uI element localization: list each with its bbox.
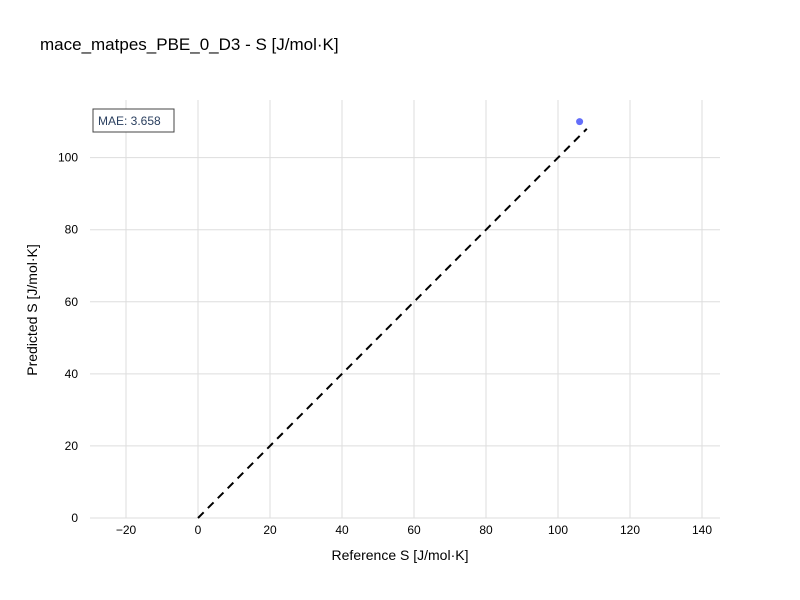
y-tick-label: 20: [65, 439, 79, 453]
mae-annotation: MAE: 3.658: [98, 114, 161, 128]
x-tick-label: 20: [263, 523, 277, 537]
x-axis-title: Reference S [J/mol·K]: [332, 547, 469, 563]
y-tick-label: 80: [65, 223, 79, 237]
x-tick-label: 0: [195, 523, 202, 537]
chart-title: mace_matpes_PBE_0_D3 - S [J/mol·K]: [40, 35, 339, 54]
data-points: [576, 118, 584, 126]
y-tick-labels: 0 20 40 60 80 100: [58, 151, 78, 525]
x-tick-label: 140: [692, 523, 712, 537]
grid: [90, 100, 720, 519]
y-tick-label: 40: [65, 367, 79, 381]
y-axis-title: Predicted S [J/mol·K]: [24, 244, 40, 376]
y-tick-label: 0: [71, 511, 78, 525]
y-tick-label: 100: [58, 151, 78, 165]
x-tick-label: 80: [479, 523, 493, 537]
x-tick-label: 40: [335, 523, 349, 537]
x-tick-label: 60: [407, 523, 421, 537]
y-tick-label: 60: [65, 295, 79, 309]
reference-line: [197, 128, 588, 519]
x-tick-label: −20: [116, 523, 137, 537]
x-tick-label: 120: [620, 523, 640, 537]
x-tick-labels: −20 0 20 40 60 80 100 120 140: [116, 523, 713, 537]
mae-annotation-box: [92, 108, 175, 133]
data-point: [576, 118, 584, 126]
x-tick-label: 100: [548, 523, 568, 537]
